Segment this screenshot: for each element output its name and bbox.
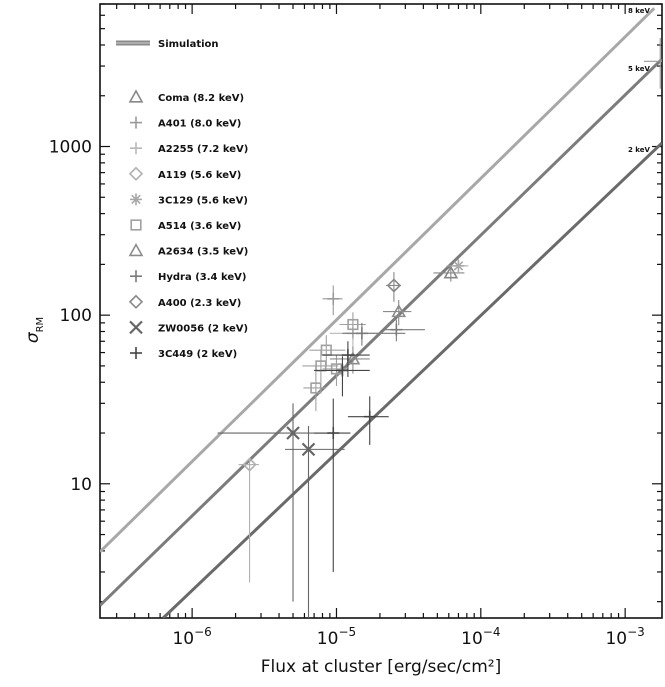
point-marker: [390, 323, 403, 336]
data-point: [347, 396, 389, 445]
data-point: [382, 299, 412, 326]
point-marker: [355, 327, 368, 340]
legend-label: ZW0056 (2 keV): [158, 323, 248, 334]
point-marker: [336, 364, 349, 377]
marker-stroke: [453, 261, 464, 271]
point-marker: [310, 382, 322, 394]
series-a401: [322, 285, 343, 316]
legend-label: 3C449 (2 keV): [158, 349, 237, 360]
legend-marker: [130, 193, 142, 206]
marker-stroke: [286, 426, 300, 440]
reference-lines: [100, 7, 662, 618]
x-tick-label: 10−3: [605, 625, 644, 649]
legend-marker: [128, 166, 144, 181]
legend-label: A401 (8.0 keV): [158, 119, 241, 130]
marker-stroke: [301, 442, 316, 457]
point-marker: [363, 410, 376, 423]
axis-ticks: [100, 3, 662, 618]
point-marker: [301, 442, 316, 457]
legend-label: A400 (2.3 keV): [158, 298, 241, 309]
series-hydra: [342, 319, 425, 346]
data-point: [433, 265, 465, 282]
y-axis-label: σRM: [23, 317, 46, 343]
reference-line-label: 2 keV: [628, 146, 651, 154]
point-marker: [391, 303, 407, 318]
legend-simulation-label: Simulation: [158, 39, 219, 50]
point-marker: [327, 292, 340, 305]
legend-marker: [128, 242, 144, 257]
legend-marker: [128, 89, 144, 103]
legend-label: 3C129 (5.6 keV): [158, 195, 248, 206]
point-marker: [443, 265, 459, 279]
data-point: [385, 272, 402, 302]
reference-line-5-keV: [100, 57, 662, 607]
point-marker: [386, 278, 402, 293]
legend-label: A2255 (7.2 keV): [158, 144, 248, 155]
tick-labels: 10−6 10−5 10−4 10−3 10 100 1000 8 keV 5 keV 2 keV: [49, 7, 651, 649]
data-point: [314, 356, 370, 397]
data-points: [217, 38, 662, 618]
series-3c449: [314, 341, 389, 572]
reference-line-label: 8 keV: [628, 7, 651, 15]
reference-line-8-keV: [100, 7, 656, 553]
y-tick-label: 1000: [49, 138, 92, 158]
point-marker: [345, 351, 361, 365]
point-marker: [330, 363, 343, 375]
legend-label: Hydra (3.4 keV): [158, 272, 246, 283]
point-marker: [341, 349, 354, 362]
series-a119: [238, 457, 259, 583]
point-marker: [327, 427, 340, 440]
data-point: [322, 341, 370, 377]
marker-stroke: [129, 320, 143, 335]
data-point: [285, 426, 345, 618]
point-marker: [286, 426, 300, 440]
x-axis-label: Flux at cluster [erg/sec/cm²]: [261, 657, 502, 677]
point-marker: [242, 457, 257, 472]
series-a400: [385, 272, 402, 302]
simulation-point: [643, 38, 662, 89]
y-tick-label: 100: [60, 306, 92, 326]
legend-marker: [130, 270, 142, 283]
marker-stroke: [131, 194, 141, 205]
data-point: [329, 346, 370, 374]
y-tick-label: 10: [70, 475, 92, 495]
series-zw0056: [217, 403, 345, 618]
x-tick-label: 10−4: [461, 625, 500, 649]
data-point: [382, 319, 425, 342]
data-point: [342, 322, 406, 346]
reference-line-2-keV: [162, 141, 662, 618]
x-tick-label: 10−6: [172, 625, 211, 649]
point-marker: [452, 259, 465, 272]
legend-label: A2634 (3.5 keV): [158, 247, 248, 258]
legend-marker: [128, 294, 144, 309]
legend-marker: [130, 116, 142, 129]
data-point: [238, 457, 259, 583]
legend-label: A514 (3.6 keV): [158, 221, 241, 232]
x-tick-label: 10−5: [317, 625, 356, 649]
series-3c129: [446, 259, 469, 273]
legend-label: Coma (8.2 keV): [158, 93, 244, 104]
legend-marker: [130, 347, 142, 359]
data-point: [217, 403, 330, 602]
legend-marker: [130, 219, 142, 231]
data-point: [322, 285, 343, 316]
point-marker: [347, 318, 359, 331]
series-coma: [433, 265, 465, 282]
legend-marker: [130, 142, 142, 155]
legend: Simulation Coma (8.2 keV) A401 (8.0 keV) A2…: [116, 39, 248, 360]
reference-line-label: 5 keV: [628, 65, 651, 73]
legend-marker: [129, 320, 143, 335]
data-point: [314, 398, 351, 572]
series-a2634: [329, 299, 412, 374]
data-point: [446, 259, 469, 273]
legend-label: A119 (5.6 keV): [158, 170, 241, 181]
data-point: [303, 364, 327, 412]
